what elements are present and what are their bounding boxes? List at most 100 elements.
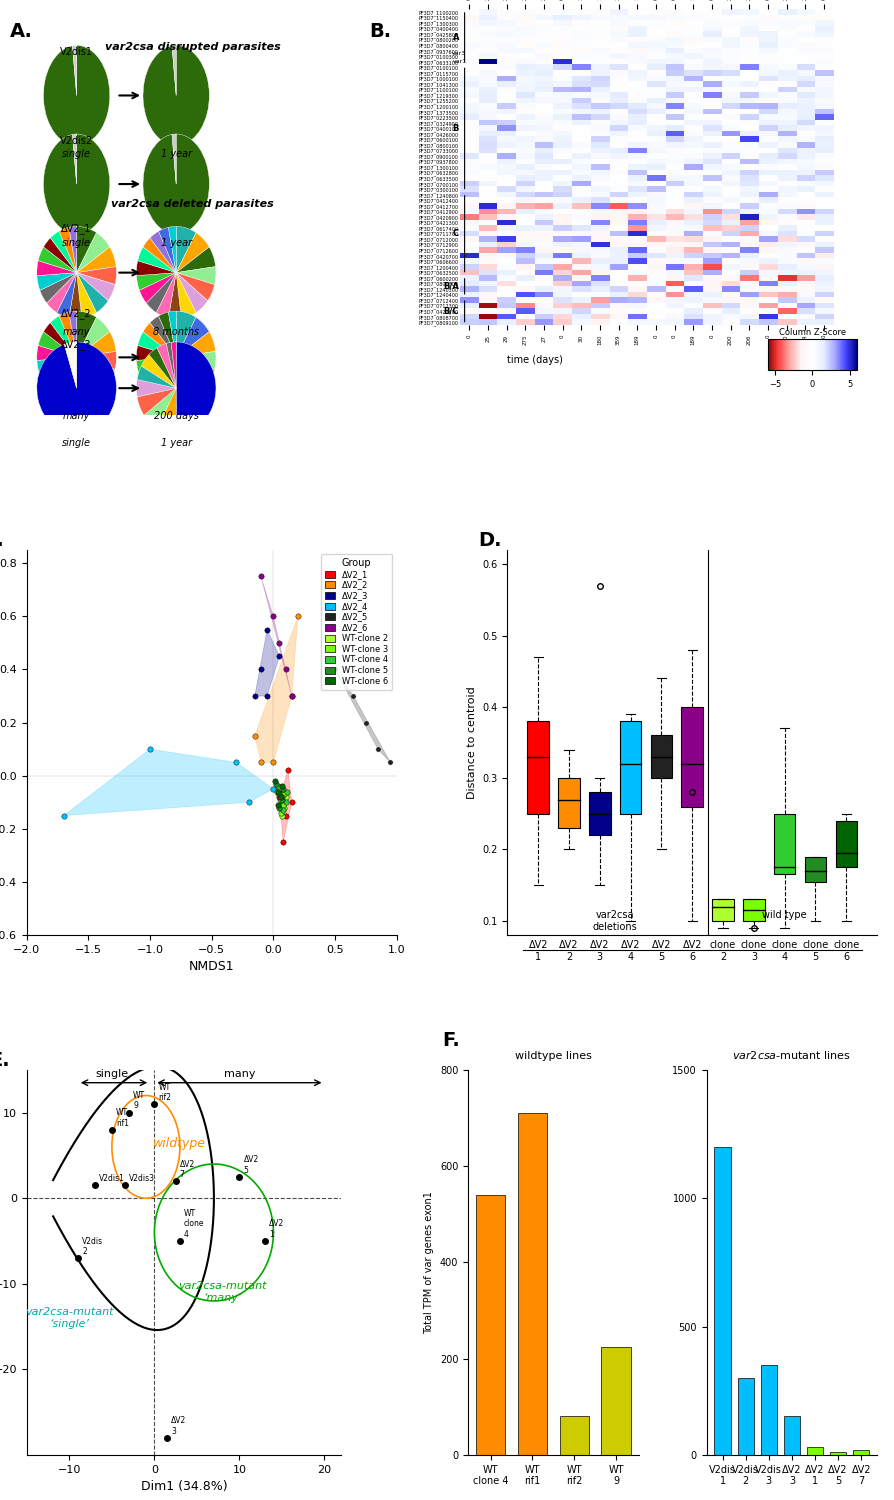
Point: [275, 830, 290, 854]
Point: [278, 804, 292, 828]
Point: [272, 632, 286, 656]
Wedge shape: [158, 228, 176, 273]
Wedge shape: [143, 45, 209, 146]
Wedge shape: [168, 226, 176, 273]
FancyBboxPatch shape: [835, 821, 856, 867]
Wedge shape: [158, 312, 176, 357]
Wedge shape: [168, 273, 181, 320]
Wedge shape: [40, 357, 77, 388]
Point: [277, 795, 291, 819]
Point: [269, 780, 283, 804]
Wedge shape: [176, 273, 207, 312]
Text: A: A: [452, 33, 459, 42]
Text: WT
9: WT 9: [133, 1090, 145, 1110]
Point: [275, 777, 290, 801]
Wedge shape: [176, 357, 207, 398]
Point: [277, 783, 291, 807]
Point: [274, 788, 288, 812]
Point: [274, 774, 289, 798]
Wedge shape: [176, 226, 196, 273]
Text: wildtype: wildtype: [153, 1137, 207, 1150]
Point: [254, 564, 268, 588]
Wedge shape: [46, 357, 77, 398]
Wedge shape: [37, 357, 77, 375]
Wedge shape: [77, 273, 108, 312]
Wedge shape: [176, 310, 196, 357]
Wedge shape: [176, 357, 215, 386]
Text: single: single: [96, 1068, 129, 1078]
Point: [383, 750, 397, 774]
Wedge shape: [77, 226, 97, 273]
FancyBboxPatch shape: [773, 815, 795, 874]
FancyBboxPatch shape: [558, 778, 579, 828]
Wedge shape: [77, 332, 116, 357]
Point: [291, 604, 305, 628]
Bar: [517, 1113, 546, 1455]
Title: $\it{var2csa}$-mutant lines: $\it{var2csa}$-mutant lines: [731, 1048, 850, 1060]
Point: [254, 750, 268, 774]
Wedge shape: [44, 45, 110, 146]
Wedge shape: [50, 316, 77, 357]
Wedge shape: [77, 273, 115, 302]
Wedge shape: [144, 388, 176, 429]
Wedge shape: [156, 357, 176, 402]
Wedge shape: [176, 273, 196, 318]
Wedge shape: [168, 357, 181, 404]
Wedge shape: [38, 248, 77, 273]
Text: ΔV2_1: ΔV2_1: [62, 224, 92, 234]
Text: var2csa disrupted parasites: var2csa disrupted parasites: [105, 42, 281, 51]
Text: V2dis3: V2dis3: [129, 1174, 155, 1184]
Wedge shape: [77, 357, 108, 398]
Text: many: many: [63, 327, 90, 336]
Text: var3: var3: [451, 51, 466, 56]
Point: [267, 770, 282, 794]
Wedge shape: [156, 388, 176, 435]
FancyBboxPatch shape: [680, 706, 703, 807]
Wedge shape: [56, 273, 77, 318]
Wedge shape: [44, 238, 77, 273]
Point: [272, 795, 286, 819]
Wedge shape: [56, 357, 77, 402]
Wedge shape: [59, 228, 77, 273]
Point: [271, 794, 285, 818]
Wedge shape: [166, 342, 176, 388]
Text: 1 year: 1 year: [160, 238, 191, 248]
Point: [284, 684, 299, 708]
Wedge shape: [37, 261, 77, 276]
Wedge shape: [176, 357, 196, 404]
Wedge shape: [77, 248, 116, 273]
Polygon shape: [261, 576, 291, 696]
Text: WT
rif1: WT rif1: [116, 1108, 129, 1128]
Text: single: single: [62, 150, 91, 159]
Point: [272, 783, 286, 807]
Wedge shape: [143, 238, 176, 273]
Wedge shape: [44, 322, 77, 357]
Text: var2csa
deletions: var2csa deletions: [592, 910, 637, 932]
Text: 8 months: 8 months: [153, 327, 199, 336]
Polygon shape: [255, 616, 298, 762]
Wedge shape: [72, 134, 77, 184]
Point: [274, 784, 288, 808]
Y-axis label: Total TPM of var genes exon1: Total TPM of var genes exon1: [424, 1191, 434, 1334]
Text: ΔV2_2: ΔV2_2: [62, 308, 92, 320]
Text: single: single: [62, 238, 91, 248]
Bar: [737, 1378, 753, 1455]
Polygon shape: [279, 771, 291, 842]
Point: [266, 750, 280, 774]
Point: [278, 784, 292, 808]
Point: [229, 750, 243, 774]
Polygon shape: [278, 786, 287, 810]
Text: time (days): time (days): [506, 356, 562, 364]
Wedge shape: [46, 273, 77, 312]
Wedge shape: [176, 248, 215, 273]
Wedge shape: [143, 322, 176, 357]
Text: B.: B.: [369, 22, 392, 42]
Wedge shape: [37, 342, 116, 435]
Title: wildtype lines: wildtype lines: [514, 1052, 591, 1060]
Wedge shape: [176, 273, 215, 302]
Bar: [806, 1448, 822, 1455]
Wedge shape: [77, 232, 110, 273]
Text: D.: D.: [477, 531, 501, 549]
Legend: ΔV2_1, ΔV2_2, ΔV2_3, ΔV2_4, ΔV2_5, ΔV2_6, WT-clone 2, WT-clone 3, WT-clone 4, WT: ΔV2_1, ΔV2_2, ΔV2_3, ΔV2_4, ΔV2_5, ΔV2_6…: [321, 554, 392, 690]
Text: wild type: wild type: [762, 910, 806, 920]
